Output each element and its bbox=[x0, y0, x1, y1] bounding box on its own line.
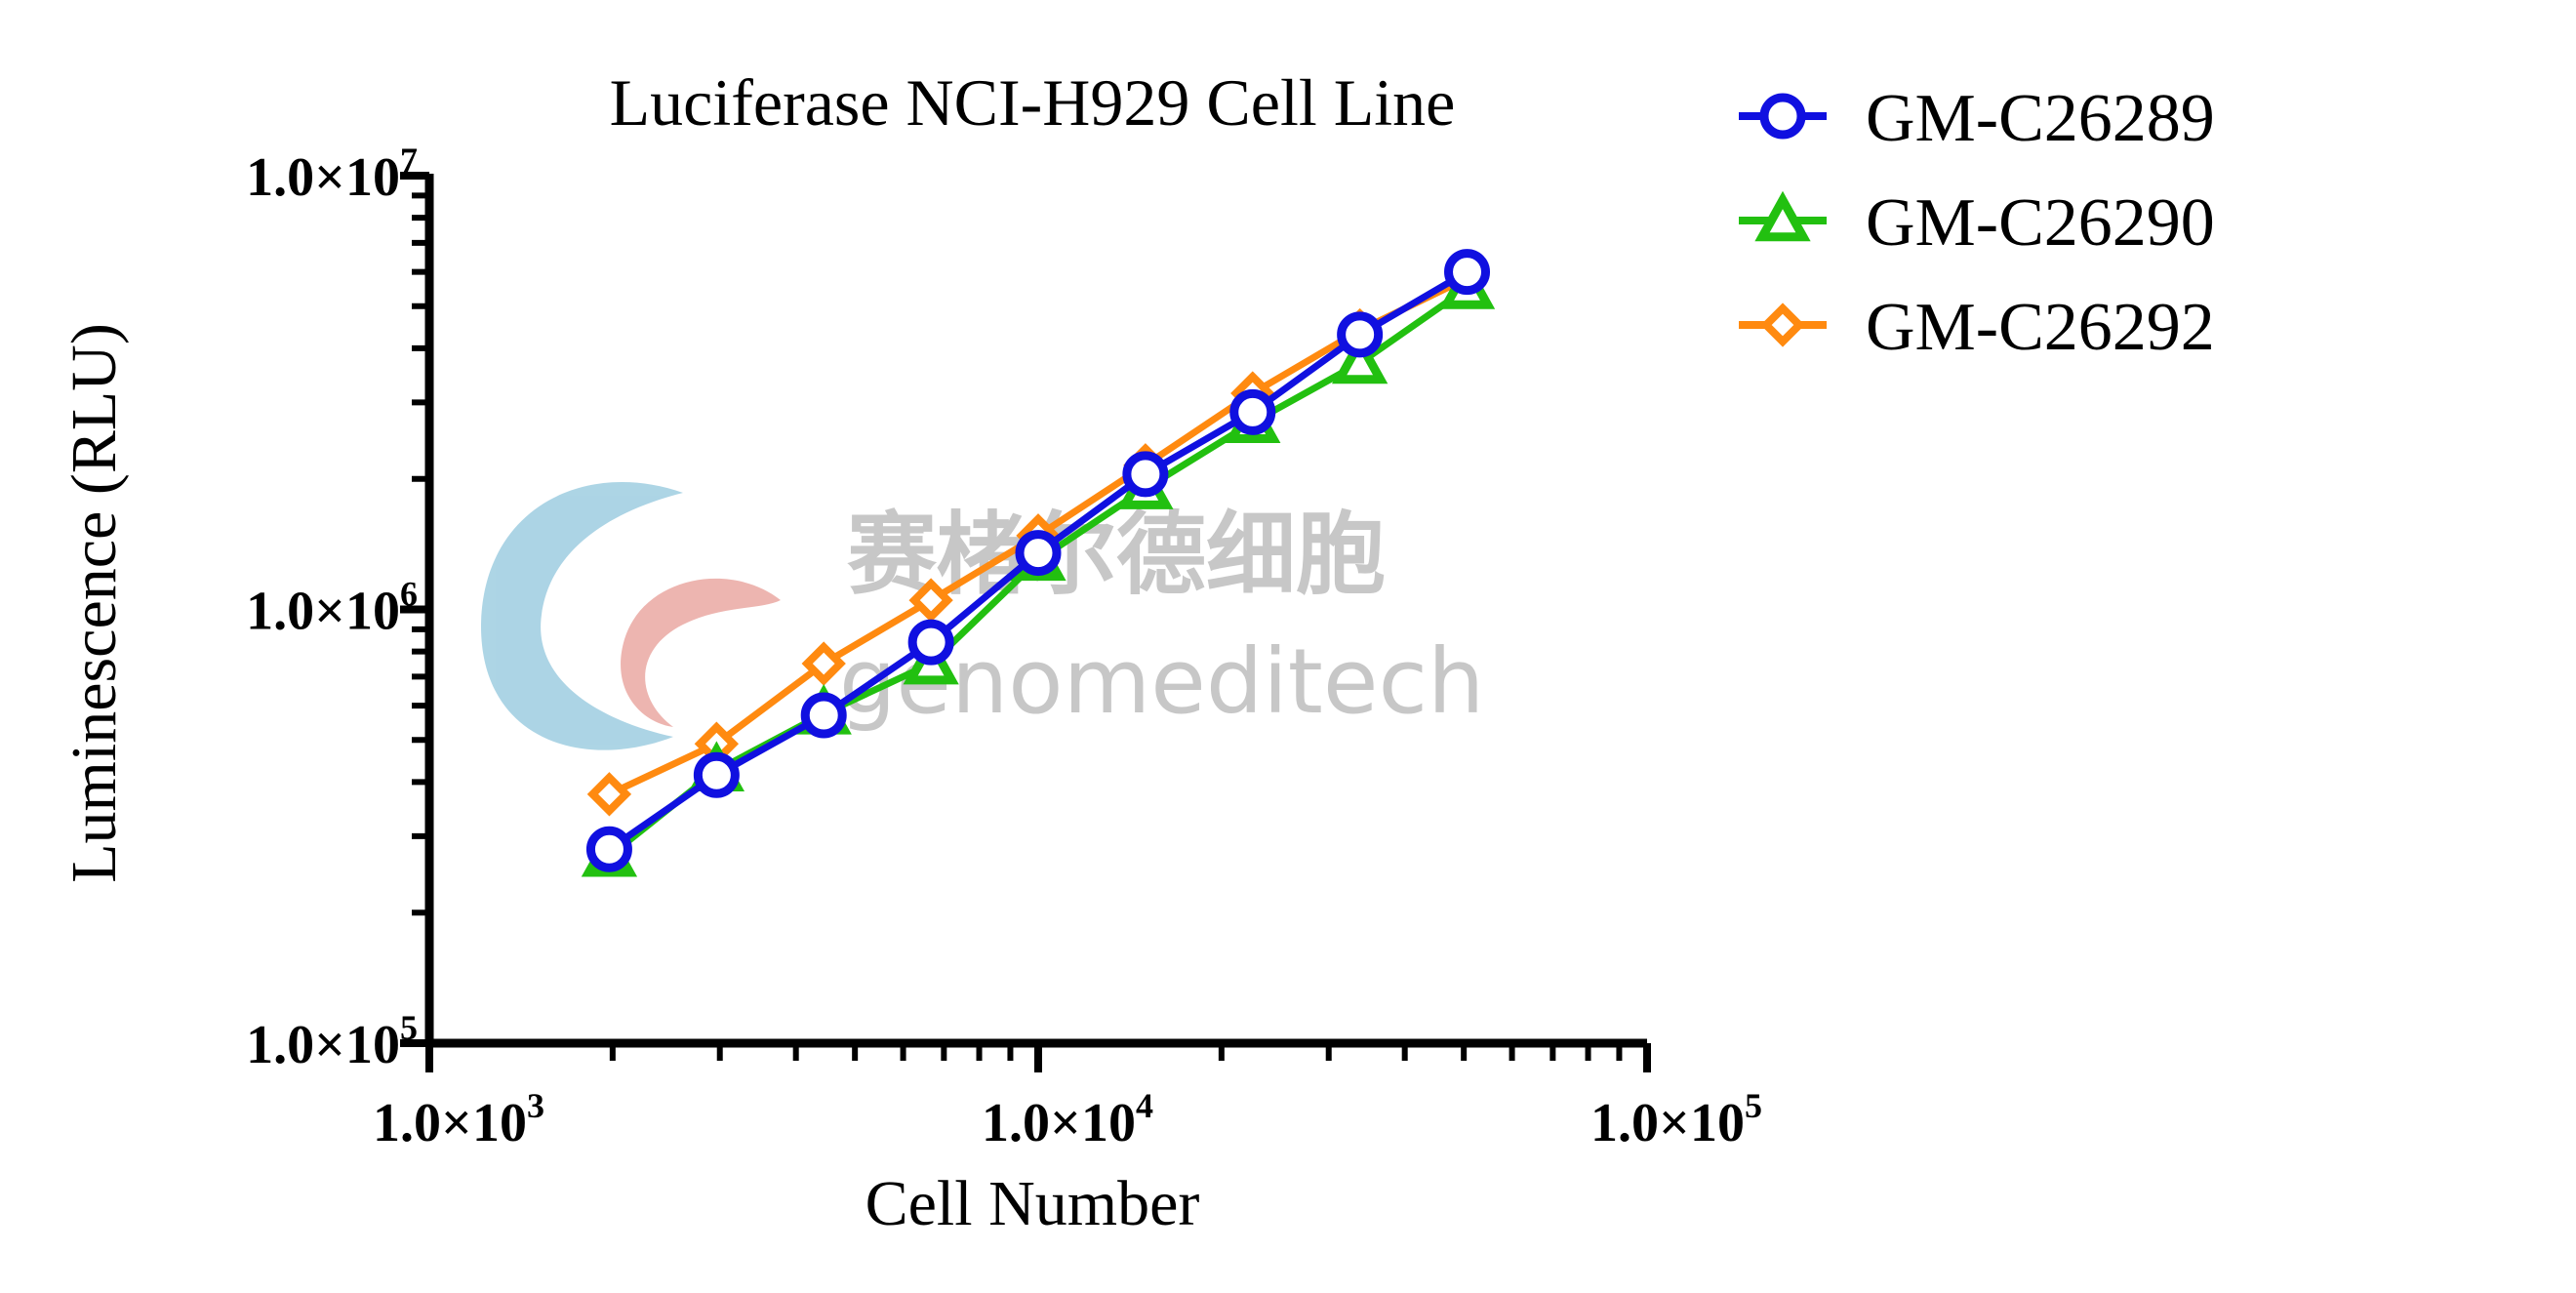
data-point-gm-c26289 bbox=[1122, 451, 1169, 498]
watermark-logo-red-swirl bbox=[621, 578, 781, 727]
y-axis-ticks: 1.0×105 1.0×106 1.0×107 bbox=[246, 141, 429, 1075]
watermark-logo-blue-swirl bbox=[480, 482, 683, 750]
x-axis-label: Cell Number bbox=[865, 1168, 1200, 1239]
legend-item-gm-c26292: GM-C26292 bbox=[1739, 290, 2215, 365]
legend-label-gm-c26290: GM-C26290 bbox=[1866, 185, 2215, 261]
chart-title: Luciferase NCI-H929 Cell Line bbox=[610, 65, 1456, 140]
legend-marker-gm-c26292 bbox=[1760, 303, 1805, 347]
legend: GM-C26289 GM-C26290 GM-C26292 bbox=[1739, 81, 2215, 365]
legend-marker-gm-c26290 bbox=[1754, 190, 1811, 242]
y-tick-label: 1.0×105 bbox=[246, 1008, 418, 1075]
x-axis-ticks: 1.0×103 1.0×104 1.0×105 bbox=[373, 1043, 1762, 1153]
legend-item-gm-c26290: GM-C26290 bbox=[1739, 185, 2215, 261]
data-point-gm-c26289 bbox=[1444, 249, 1491, 296]
data-point-gm-c26289 bbox=[907, 619, 954, 666]
legend-marker-gm-c26289 bbox=[1759, 93, 1806, 140]
x-tick-label: 1.0×103 bbox=[373, 1086, 544, 1153]
series-layer bbox=[581, 249, 1496, 877]
y-tick-label: 1.0×107 bbox=[246, 141, 418, 208]
data-point-gm-c26289 bbox=[1229, 388, 1276, 435]
legend-label-gm-c26292: GM-C26292 bbox=[1866, 290, 2215, 365]
data-point-gm-c26292 bbox=[908, 578, 953, 623]
x-tick-label: 1.0×104 bbox=[982, 1086, 1153, 1153]
legend-item-gm-c26289: GM-C26289 bbox=[1739, 81, 2215, 156]
data-point-gm-c26289 bbox=[1337, 311, 1384, 358]
data-point-gm-c26289 bbox=[800, 692, 847, 739]
y-axis-label: Luminescence (RLU) bbox=[59, 323, 130, 883]
series-gm-c26289 bbox=[585, 249, 1491, 872]
data-point-gm-c26289 bbox=[693, 751, 740, 798]
data-point-gm-c26289 bbox=[1015, 530, 1062, 577]
data-point-gm-c26290 bbox=[1331, 333, 1389, 384]
y-tick-label: 1.0×106 bbox=[246, 575, 418, 642]
data-point-gm-c26289 bbox=[585, 826, 632, 872]
data-point-gm-c26292 bbox=[586, 772, 632, 817]
data-point-gm-c26292 bbox=[801, 641, 846, 686]
legend-label-gm-c26289: GM-C26289 bbox=[1866, 81, 2215, 156]
x-tick-label: 1.0×105 bbox=[1590, 1086, 1762, 1153]
